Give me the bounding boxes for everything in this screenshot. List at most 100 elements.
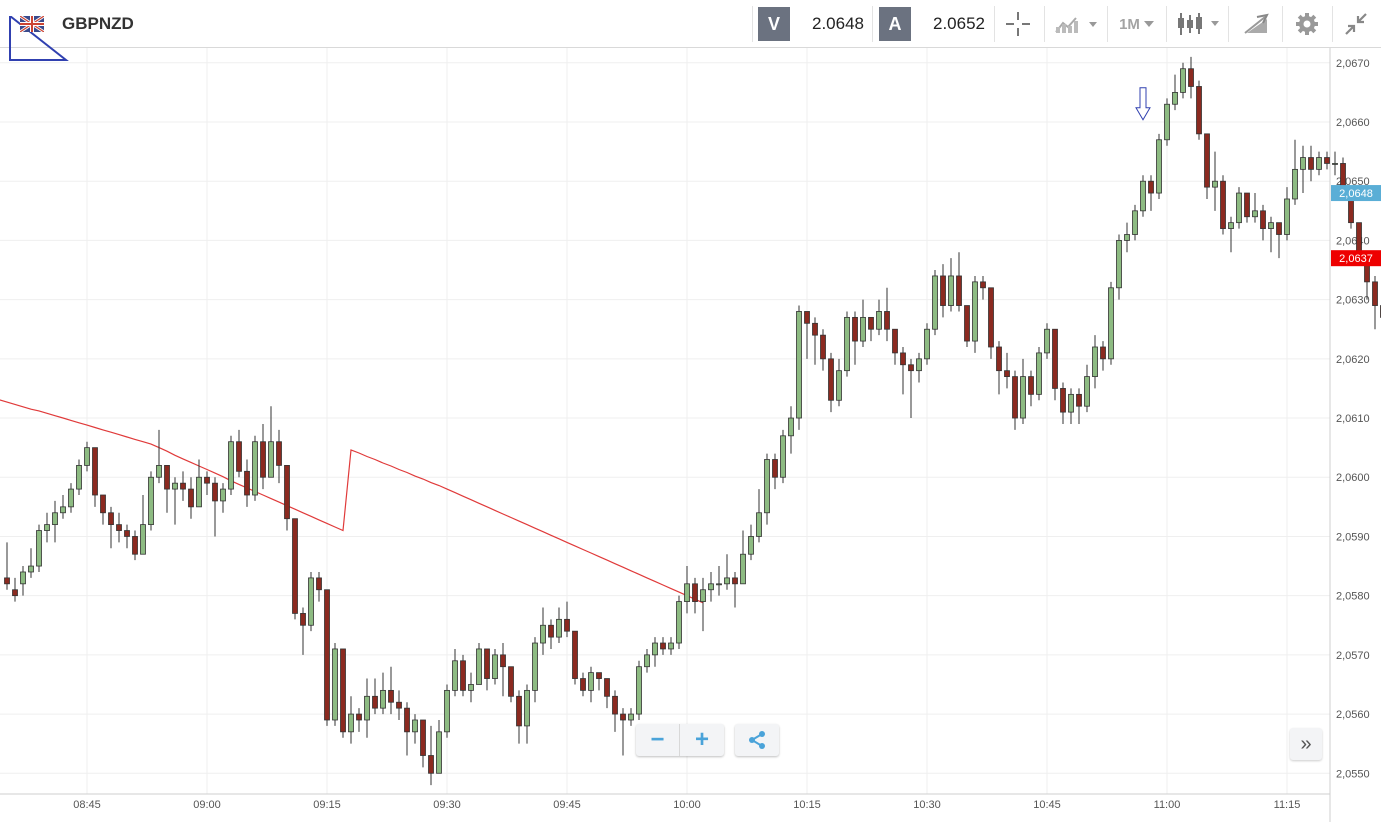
bullish-candle <box>68 488 74 508</box>
bearish-candle <box>1276 222 1282 235</box>
bearish-candle <box>1308 157 1314 170</box>
y-tick-label: 2,0560 <box>1336 709 1370 721</box>
bearish-candle <box>988 287 994 348</box>
drawing-tools-button[interactable] <box>1232 0 1280 48</box>
bearish-candle <box>180 482 186 490</box>
instrument-symbol: GBPNZD <box>62 14 134 33</box>
settings-button[interactable] <box>1284 0 1330 48</box>
sell-label: V <box>758 7 790 41</box>
bearish-candle <box>1004 370 1010 377</box>
bearish-candle <box>420 719 426 756</box>
bearish-candle <box>236 441 242 472</box>
collapse-button[interactable] <box>1334 0 1378 48</box>
bullish-candle <box>1164 103 1170 141</box>
bearish-candle <box>388 689 394 703</box>
bullish-candle <box>1044 328 1050 354</box>
bullish-candle <box>916 358 922 372</box>
bearish-candle <box>1324 157 1330 164</box>
bullish-candle <box>1292 168 1298 200</box>
y-tick-label: 2,0630 <box>1336 295 1370 307</box>
collapse-icon <box>1345 13 1367 35</box>
sell-price: 2.0648 <box>812 14 864 33</box>
y-tick-label: 2,0590 <box>1336 531 1370 543</box>
bearish-candle <box>116 524 122 531</box>
y-tick-label: 2,0600 <box>1336 472 1370 484</box>
bullish-candle <box>148 476 154 526</box>
bullish-candle <box>876 311 882 330</box>
bullish-candle <box>532 642 538 691</box>
y-tick-label: 2,0640 <box>1336 235 1370 247</box>
bearish-candle <box>164 465 170 490</box>
buy-price-button[interactable]: A 2.0652 <box>879 7 989 41</box>
price-chart[interactable]: 2,0670 2,0660 2,0650 2,0640 2,0630 2,0620 2,06… <box>0 48 1381 822</box>
bullish-candle <box>76 465 82 490</box>
bullish-candle <box>380 689 386 709</box>
timeframe-dropdown[interactable]: 1M <box>1110 0 1164 48</box>
down-arrow-marker <box>1135 87 1151 121</box>
chart-type-button[interactable] <box>1046 0 1106 48</box>
x-tick-label: 10:45 <box>1033 799 1061 811</box>
bullish-candle <box>716 583 722 586</box>
bearish-candle <box>820 334 826 360</box>
buy-price: 2.0652 <box>933 14 985 33</box>
bearish-candle <box>964 305 970 342</box>
bullish-candle <box>60 506 66 514</box>
bullish-candle <box>1084 376 1090 407</box>
bearish-candle <box>564 618 570 632</box>
bullish-candle <box>468 684 474 691</box>
candles-icon <box>1178 13 1219 35</box>
bearish-candle <box>1204 133 1210 188</box>
buy-label: A <box>879 7 911 41</box>
bullish-candle <box>860 316 866 342</box>
bullish-candle <box>196 476 202 508</box>
x-tick-label: 09:30 <box>433 799 461 811</box>
bearish-candle <box>324 589 330 721</box>
moving-average-line <box>0 399 704 604</box>
bearish-candle <box>580 678 586 691</box>
zoom-out-button[interactable]: − <box>636 724 680 756</box>
bullish-candle <box>788 417 794 437</box>
bearish-candle <box>692 583 698 602</box>
bullish-candle <box>228 441 234 490</box>
bullish-candle <box>364 695 370 721</box>
candlestick-chart[interactable]: 2,06702,06602,06502,06402,06302,06202,06… <box>0 48 1381 822</box>
bullish-candle <box>628 713 634 721</box>
bullish-candle <box>652 642 658 656</box>
bullish-candle <box>172 482 178 490</box>
bullish-candle <box>444 689 450 733</box>
bullish-candle <box>492 654 498 679</box>
bullish-candle <box>932 275 938 330</box>
bearish-candle <box>484 648 490 679</box>
bullish-candle <box>700 589 706 602</box>
bullish-candle <box>1092 346 1098 377</box>
bearish-candle <box>12 589 18 597</box>
bearish-candle <box>812 322 818 336</box>
bullish-candle <box>412 719 418 733</box>
share-button[interactable] <box>735 724 779 756</box>
bearish-candle <box>372 695 378 709</box>
sell-price-button[interactable]: V 2.0648 <box>758 7 868 41</box>
x-tick-label: 09:00 <box>193 799 221 811</box>
bearish-candle <box>620 713 626 721</box>
bearish-candle <box>1012 376 1018 419</box>
bearish-candle <box>828 358 834 401</box>
zoom-in-button[interactable]: + <box>694 726 709 753</box>
bearish-candle <box>500 654 506 668</box>
bearish-candle <box>1060 388 1066 413</box>
bearish-candle <box>260 441 266 478</box>
x-tick-label: 10:15 <box>793 799 821 811</box>
bearish-candle <box>212 482 218 502</box>
bearish-candle <box>204 476 210 484</box>
bullish-candle <box>436 731 442 774</box>
bullish-candle <box>756 512 762 537</box>
bullish-candle <box>636 666 642 715</box>
scroll-to-latest-button[interactable]: » <box>1290 728 1322 760</box>
drawing-tools-icon <box>1244 13 1269 34</box>
crosshair-button[interactable] <box>994 0 1042 48</box>
candle-style-button[interactable] <box>1170 0 1226 48</box>
bullish-candle <box>948 275 954 306</box>
bullish-candle <box>524 689 530 727</box>
bearish-candle <box>108 512 114 526</box>
toolbar-separator <box>752 6 753 42</box>
bullish-candle <box>1228 222 1234 229</box>
